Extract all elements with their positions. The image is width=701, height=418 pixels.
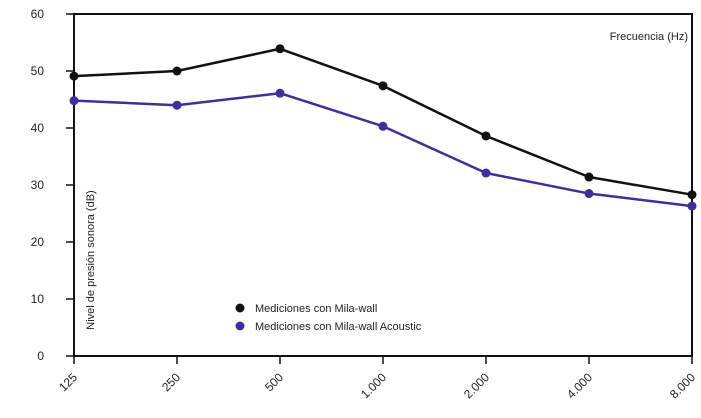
series-line [73,91,693,208]
x-tick-label: 2.000 [461,370,492,401]
data-point [172,100,182,110]
series-2 [69,88,697,211]
data-point [275,44,285,54]
data-point [275,88,285,98]
y-tick-label: 0 [37,349,44,363]
y-tick-label: 30 [31,178,45,192]
y-tick-label: 10 [31,292,45,306]
y-tick-label: 60 [31,7,45,21]
data-point [687,201,697,211]
plot-frame [73,13,693,357]
data-point [584,172,594,182]
series-line [73,47,693,196]
y-tick-label: 40 [31,121,45,135]
data-point [69,96,79,106]
x-tick-label: 250 [159,370,183,394]
legend: Mediciones con Mila-wall Mediciones con M… [235,303,422,333]
legend-marker [235,303,245,313]
y-tick-label: 20 [31,235,45,249]
series-1 [69,44,697,200]
data-point [378,121,388,131]
data-point [69,71,79,81]
data-point [378,81,388,91]
legend-marker [235,321,245,331]
data-point [687,190,697,200]
y-axis-label: Nivel de presión sonora (dB) [85,190,97,329]
y-axis-ticks: 0 10 20 30 40 50 60 [31,7,74,363]
x-axis-ticks: 125 250 500 1.000 2.000 4.000 8.000 [56,356,698,401]
x-tick-label: 1.000 [358,370,389,401]
x-tick-label: 500 [262,370,286,394]
data-point [481,131,491,141]
legend-label: Mediciones con Mila-wall [255,303,377,315]
series-layer [69,44,697,211]
data-point [172,66,182,76]
data-point [584,189,594,199]
data-point [481,168,491,178]
y-tick-label: 50 [31,64,45,78]
x-tick-label: 125 [56,370,80,394]
x-tick-label: 8.000 [667,370,698,401]
x-axis-label: Frecuencia (Hz) [610,31,688,43]
legend-label: Mediciones con Mila-wall Acoustic [255,321,422,333]
x-tick-label: 4.000 [564,370,595,401]
